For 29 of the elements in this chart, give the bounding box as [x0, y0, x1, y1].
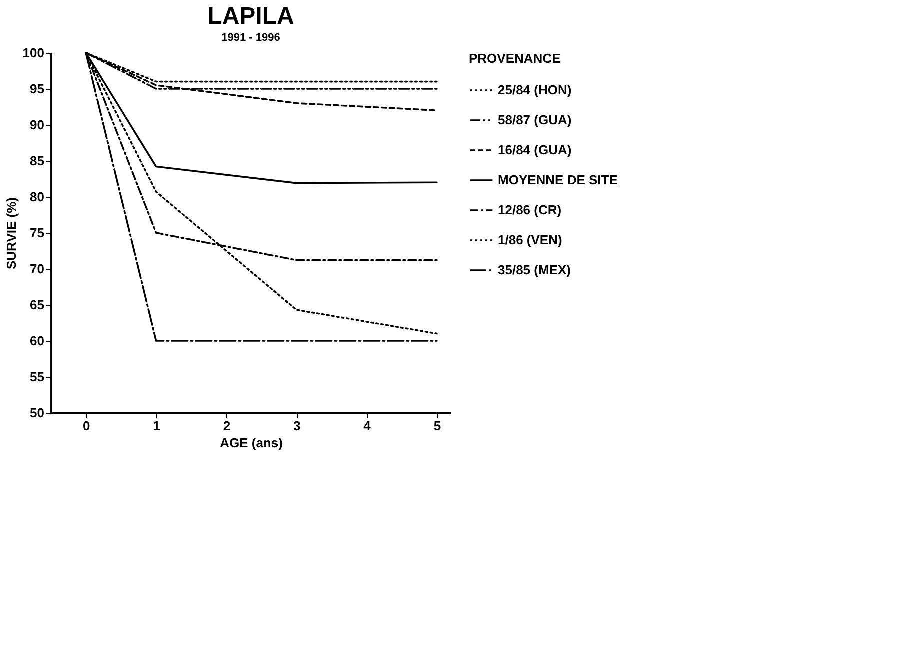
- x-tick-label: 2: [223, 418, 231, 434]
- x-tick-label: 1: [153, 418, 160, 434]
- legend-label: 35/85 (MEX): [498, 262, 571, 278]
- legend-label: 25/84 (HON): [498, 82, 572, 98]
- x-tick-label: 0: [82, 418, 90, 434]
- y-tick-label: 95: [30, 82, 44, 96]
- y-tick-label: 65: [30, 298, 44, 312]
- y-tick-label: 100: [22, 46, 44, 60]
- y-tick-label: 70: [30, 262, 44, 276]
- y-tick-label: 60: [30, 334, 44, 348]
- legend-label: 16/84 (GUA): [498, 142, 572, 158]
- y-tick-label: 50: [30, 406, 44, 420]
- x-axis-title: AGE (ans): [220, 436, 283, 450]
- x-tick-label: 3: [293, 418, 301, 434]
- legend-label: 1/86 (VEN): [498, 232, 562, 248]
- y-tick-label: 80: [30, 190, 44, 204]
- chart-title: LAPILA: [208, 3, 294, 30]
- x-tick-label: 5: [434, 418, 442, 434]
- y-tick-label: 55: [30, 370, 44, 384]
- legend-title: PROVENANCE: [469, 51, 562, 66]
- chart-subtitle: 1991 - 1996: [222, 32, 280, 44]
- y-tick-label: 75: [30, 226, 44, 240]
- y-tick-label: 90: [30, 118, 44, 132]
- legend-label: MOYENNE DE SITE: [498, 172, 618, 188]
- legend-label: 12/86 (CR): [498, 202, 562, 218]
- y-tick-label: 85: [30, 154, 44, 168]
- y-axis-title: SURVIE (%): [4, 198, 19, 270]
- x-tick-label: 4: [364, 418, 372, 434]
- legend-label: 58/87 (GUA): [498, 112, 572, 128]
